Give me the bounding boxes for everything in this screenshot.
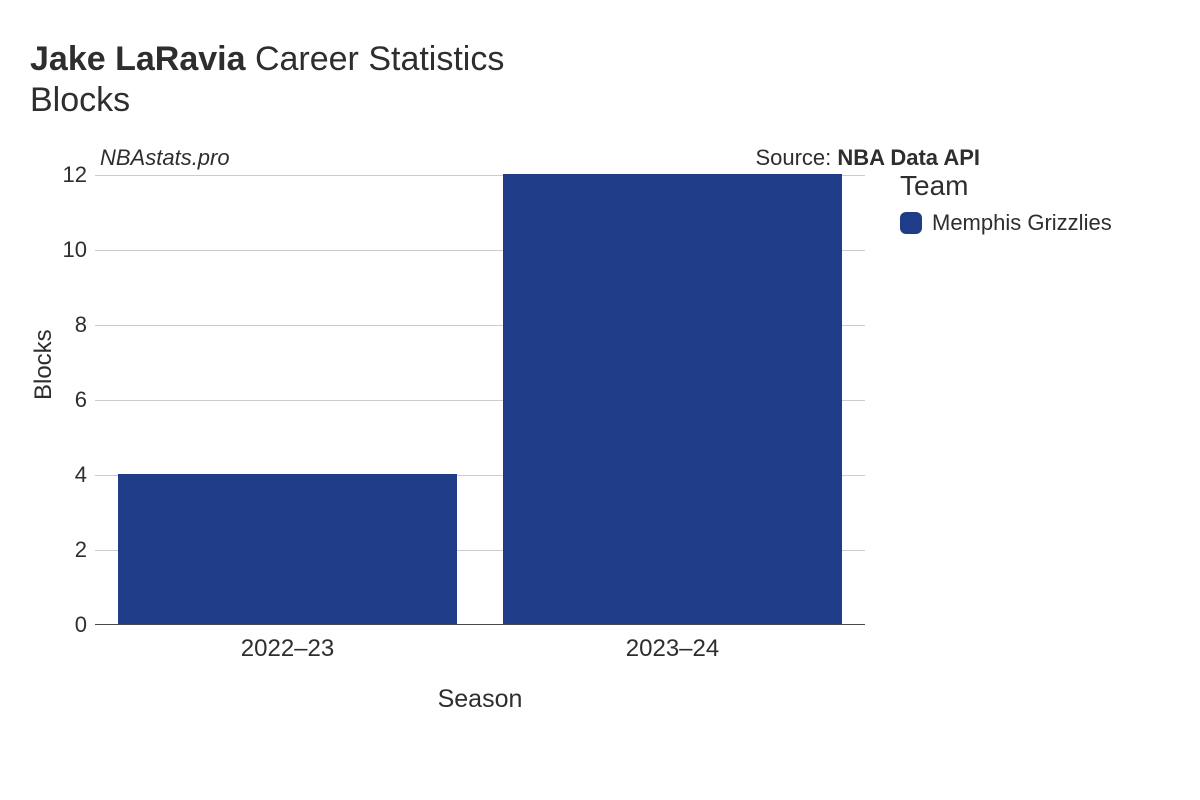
x-axis-label: Season [95,685,865,714]
legend-title: Team [900,170,1112,202]
bar [118,474,457,624]
source-bold: NBA Data API [837,145,980,170]
subtitle-row: NBAstats.pro Source: NBA Data API [100,145,980,171]
y-tick-label: 6 [55,387,87,413]
watermark: NBAstats.pro [100,145,230,171]
y-tick-label: 10 [55,237,87,263]
title-rest: Career Statistics [246,40,505,78]
source-text: Source: NBA Data API [755,145,980,171]
y-tick-label: 0 [55,612,87,638]
y-tick-label: 8 [55,312,87,338]
y-tick-label: 4 [55,462,87,488]
title-bold: Jake LaRavia [30,40,246,78]
legend: Team Memphis Grizzlies [900,170,1112,236]
legend-item: Memphis Grizzlies [900,210,1112,236]
x-tick-label: 2023–24 [626,635,719,663]
legend-label: Memphis Grizzlies [932,210,1112,236]
y-tick-label: 12 [55,162,87,188]
y-tick-label: 2 [55,537,87,563]
x-tick-label: 2022–23 [241,635,334,663]
chart-title: Jake LaRavia Career Statistics [30,40,1170,79]
legend-swatch [900,212,922,234]
source-prefix: Source: [755,145,837,170]
bar [503,174,842,624]
plot-area: 0246810122022–232023–24 [95,175,865,625]
y-axis-label: Blocks [30,329,58,400]
chart-subtitle: Blocks [30,81,1170,120]
